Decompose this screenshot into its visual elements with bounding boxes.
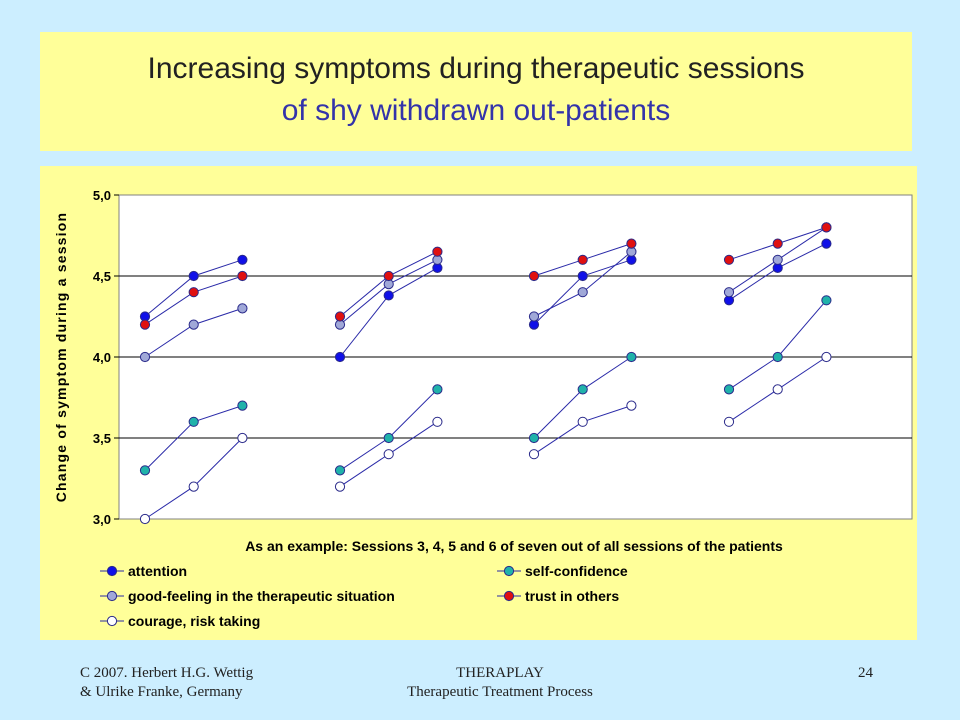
y-tick-label: 3,5 [93, 431, 111, 446]
y-tick-label: 4,0 [93, 350, 111, 365]
data-point-trust-in-others [383, 270, 394, 282]
data-point-good-feeling-in-the-therapeutic-situation [237, 303, 248, 314]
data-point-good-feeling-in-the-therapeutic-situation [528, 311, 540, 322]
data-point-trust-in-others [188, 287, 199, 298]
data-point-trust-in-others [237, 270, 248, 282]
data-point-trust-in-others [577, 254, 588, 265]
data-point-courage-risk-taking [723, 416, 735, 427]
data-point-trust-in-others [626, 238, 637, 249]
data-point-good-feeling-in-the-therapeutic-situation [577, 287, 588, 298]
y-tick-label: 4,5 [93, 269, 111, 284]
chart-container: 3,0 3,5 4,0 4,5 5,0 Change of symptom during … [40, 166, 917, 640]
data-point-good-feeling-in-the-therapeutic-situation [772, 254, 783, 265]
slide-subtitle: of shy withdrawn out-patients [281, 94, 671, 127]
data-point-self-confidence [432, 384, 443, 395]
data-point-self-confidence [139, 465, 151, 476]
y-axis-label: Change of symptom during a session [53, 212, 69, 503]
legend-marker-courage-risk-taking [106, 615, 118, 627]
data-point-courage-risk-taking [383, 449, 394, 460]
data-point-courage-risk-taking [237, 432, 248, 444]
legend-marker-self-confidence [503, 565, 515, 577]
data-point-attention [821, 238, 832, 249]
y-tick-label: 3,0 [93, 512, 111, 527]
data-point-self-confidence [188, 416, 199, 427]
legend-marker-attention [106, 565, 118, 577]
data-point-good-feeling-in-the-therapeutic-situation [139, 351, 151, 363]
data-point-trust-in-others [139, 319, 151, 330]
data-point-good-feeling-in-the-therapeutic-situation [188, 319, 199, 330]
legend-marker-good-feeling-in-the-therapeutic-situation [106, 590, 118, 602]
data-point-trust-in-others [528, 270, 540, 282]
legend-label-courage-risk-taking: courage, risk taking [128, 613, 260, 629]
title-box: Increasing symptoms during therapeutic s… [40, 32, 912, 151]
data-point-self-confidence [577, 384, 588, 395]
data-point-trust-in-others [772, 238, 783, 249]
data-point-courage-risk-taking [139, 513, 151, 525]
data-point-trust-in-others [723, 254, 735, 265]
data-point-trust-in-others [334, 311, 346, 322]
legend-label-good-feeling-in-the-therapeutic-situation: good-feeling in the therapeutic situatio… [128, 588, 395, 604]
legend-label-attention: attention [128, 563, 187, 579]
data-point-self-confidence [383, 432, 394, 444]
footer-credit-line1: C 2007. Herbert H.G. Wettig [80, 665, 254, 681]
data-point-attention [383, 290, 394, 301]
data-point-self-confidence [723, 384, 735, 395]
x-axis-label: As an example: Sessions 3, 4, 5 and 6 of… [245, 538, 783, 554]
data-point-self-confidence [528, 432, 540, 444]
data-point-courage-risk-taking [626, 400, 637, 411]
data-point-trust-in-others [432, 246, 443, 257]
data-point-attention [237, 254, 248, 265]
legend-label-trust-in-others: trust in others [525, 588, 619, 604]
data-point-courage-risk-taking [577, 416, 588, 427]
data-point-courage-risk-taking [821, 351, 832, 363]
footer-topic-line2: Therapeutic Treatment Process [407, 684, 593, 700]
footer-credit-line2: & Ulrike Franke, Germany [80, 684, 243, 700]
legend-marker-trust-in-others [503, 590, 515, 602]
slide-title: Increasing symptoms during therapeutic s… [147, 52, 805, 85]
data-point-courage-risk-taking [188, 481, 199, 492]
data-point-trust-in-others [821, 222, 832, 233]
data-point-self-confidence [626, 351, 637, 363]
data-point-courage-risk-taking [334, 481, 346, 492]
data-point-courage-risk-taking [432, 416, 443, 427]
data-point-self-confidence [772, 351, 783, 363]
y-tick-label: 5,0 [93, 188, 111, 203]
data-point-courage-risk-taking [772, 384, 783, 395]
data-point-self-confidence [821, 295, 832, 306]
data-point-attention [188, 270, 199, 282]
footer-topic-line1: THERAPLAY [456, 665, 544, 681]
chart-svg: 3,0 3,5 4,0 4,5 5,0 Change of symptom during … [53, 188, 913, 629]
data-point-good-feeling-in-the-therapeutic-situation [723, 287, 735, 298]
footer-topic: THERAPLAY Therapeutic Treatment Process [300, 664, 700, 702]
data-point-attention [577, 270, 588, 282]
page-number: 24 [858, 665, 873, 681]
data-point-attention [334, 351, 346, 363]
data-point-courage-risk-taking [528, 449, 540, 460]
legend-label-self-confidence: self-confidence [525, 563, 628, 579]
data-point-self-confidence [334, 465, 346, 476]
data-point-self-confidence [237, 400, 248, 411]
footer-credit: C 2007. Herbert H.G. Wettig & Ulrike Fra… [80, 664, 253, 702]
